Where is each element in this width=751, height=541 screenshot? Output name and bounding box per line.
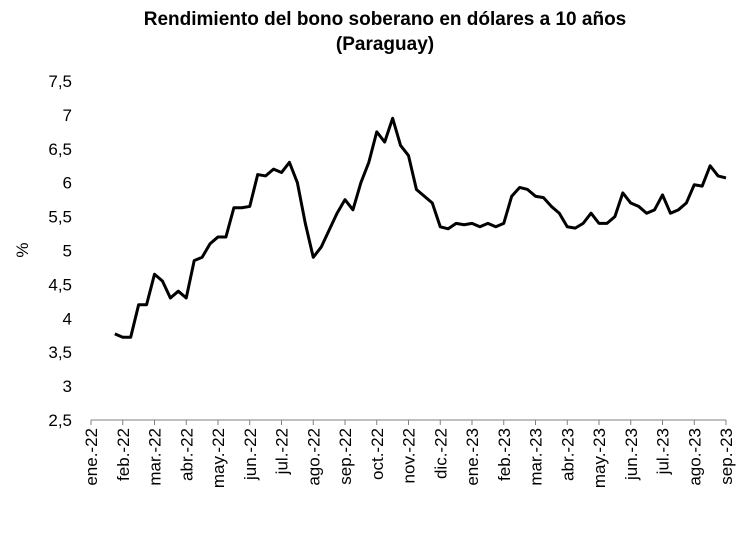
x-tick-label: sep.-22 bbox=[336, 428, 355, 485]
x-tick-label: oct.-22 bbox=[368, 428, 387, 480]
x-tick-label: ago.-23 bbox=[685, 428, 704, 486]
x-tick-label: may.-22 bbox=[209, 428, 228, 488]
y-axis-label: % bbox=[13, 242, 32, 257]
x-tick-label: ago.-22 bbox=[304, 428, 323, 486]
x-tick-label: nov.-22 bbox=[400, 428, 419, 483]
x-tick-label: jul.-22 bbox=[273, 428, 292, 475]
y-tick-label: 7,5 bbox=[48, 72, 72, 91]
x-tick-label: abr.-23 bbox=[558, 428, 577, 481]
data-line bbox=[114, 116, 727, 339]
x-tick-label: mar.-22 bbox=[146, 428, 165, 486]
x-tick-label: feb.-22 bbox=[114, 428, 133, 481]
y-tick-label: 7 bbox=[63, 106, 72, 125]
y-tick-label: 3,5 bbox=[48, 343, 72, 362]
y-tick-label: 5 bbox=[63, 242, 72, 261]
x-tick-label: may.-23 bbox=[590, 428, 609, 488]
y-tick-label: 4,5 bbox=[48, 275, 72, 294]
y-tick-label: 2,5 bbox=[48, 411, 72, 430]
x-tick-label: ene.-23 bbox=[463, 428, 482, 486]
x-tick-label: ene.-22 bbox=[82, 428, 101, 486]
x-tick-label: dic.-22 bbox=[431, 428, 450, 479]
x-tick-label: mar.-23 bbox=[527, 428, 546, 486]
x-tick-label: abr.-22 bbox=[177, 428, 196, 481]
x-tick-label: jun.-22 bbox=[241, 428, 260, 481]
y-tick-label: 4 bbox=[63, 309, 72, 328]
y-tick-label: 3 bbox=[63, 377, 72, 396]
chart-title: Rendimiento del bono soberano en dólares… bbox=[144, 9, 627, 30]
x-tick-label: feb.-23 bbox=[495, 428, 514, 481]
chart-subtitle: (Paraguay) bbox=[336, 34, 434, 55]
y-tick-label: 5,5 bbox=[48, 208, 72, 227]
x-tick-label: jul.-23 bbox=[654, 428, 673, 475]
x-tick-label: sep.-23 bbox=[717, 428, 736, 485]
y-tick-label: 6,5 bbox=[48, 140, 72, 159]
y-tick-label: 6 bbox=[63, 174, 72, 193]
x-tick-label: jun.-23 bbox=[622, 428, 641, 481]
